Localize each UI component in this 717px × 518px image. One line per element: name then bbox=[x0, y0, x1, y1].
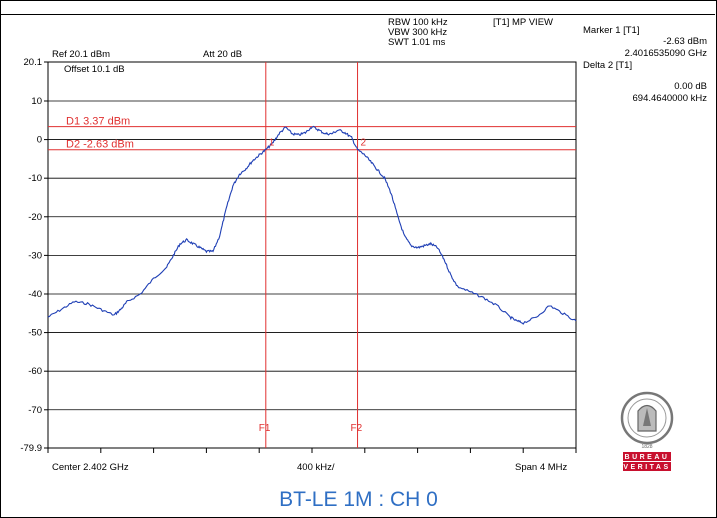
ref-hline-label: D1 3.37 dBm bbox=[66, 116, 130, 128]
span-readout: Span 4 MHz bbox=[515, 462, 568, 473]
chart-grid bbox=[44, 61, 577, 449]
y-tick-label: -20 bbox=[28, 212, 42, 223]
marker1-freq: 2.4016535090 GHz bbox=[624, 48, 707, 59]
y-tick-label: -40 bbox=[28, 289, 42, 300]
center-frequency: Center 2.402 GHz bbox=[52, 462, 129, 473]
attenuation: Att 20 dB bbox=[203, 49, 243, 60]
reference-lines: D1 3.37 dBm D2 -2.63 dBm F1 F2 bbox=[48, 62, 576, 448]
y-tick-label: 10 bbox=[31, 96, 42, 107]
y-tick-labels: 20.1 10 0 -10 -20 -30 -40 -50 -60 -70 -79.9 bbox=[20, 57, 42, 454]
y-tick-label: -60 bbox=[28, 366, 42, 377]
x-ticks bbox=[47, 448, 577, 453]
marker1-level: -2.63 dBm bbox=[663, 36, 707, 47]
bureau-veritas-logo: BUREAU VERITAS 1828 bbox=[620, 391, 674, 471]
ref-hline-label: D2 -2.63 dBm bbox=[66, 139, 134, 151]
top-bar bbox=[0, 0, 715, 15]
logo-text-line1: BUREAU bbox=[625, 454, 670, 461]
logo-text-line2: VERITAS bbox=[623, 464, 670, 471]
marker1-label: Marker 1 [T1] bbox=[583, 25, 640, 36]
trace-group bbox=[47, 125, 577, 325]
y-tick-label: -70 bbox=[28, 405, 42, 416]
marker-label: 2 bbox=[361, 138, 367, 149]
delta2-level: 0.00 dB bbox=[674, 81, 707, 92]
y-tick-label: -10 bbox=[28, 173, 42, 184]
frequency-per-division: 400 kHz/ bbox=[297, 462, 335, 473]
y-tick-label: -30 bbox=[28, 250, 42, 261]
y-tick-label: 20.1 bbox=[24, 57, 43, 68]
swt-readout: SWT 1.01 ms bbox=[388, 37, 446, 48]
trace-line bbox=[47, 125, 577, 325]
marker-label: 1 bbox=[269, 138, 275, 149]
vbw-readout: VBW 300 kHz bbox=[388, 27, 448, 38]
freq-vline-label: F2 bbox=[351, 423, 363, 434]
delta2-label: Delta 2 [T1] bbox=[583, 60, 633, 71]
ref-level: Ref 20.1 dBm bbox=[52, 49, 111, 60]
chart-caption: BT-LE 1M : CH 0 bbox=[279, 488, 438, 511]
offset-readout: Offset 10.1 dB bbox=[64, 64, 125, 75]
freq-vline-label: F1 bbox=[259, 423, 271, 434]
logo-year: 1828 bbox=[641, 444, 652, 450]
y-tick-label: 0 bbox=[37, 135, 42, 146]
rbw-readout: RBW 100 kHz bbox=[388, 17, 448, 28]
delta2-freq: 694.4640000 kHz bbox=[632, 93, 707, 104]
y-tick-label: -79.9 bbox=[20, 443, 42, 454]
y-tick-label: -50 bbox=[28, 328, 42, 339]
trace-mode: [T1] MP VIEW bbox=[493, 17, 554, 28]
